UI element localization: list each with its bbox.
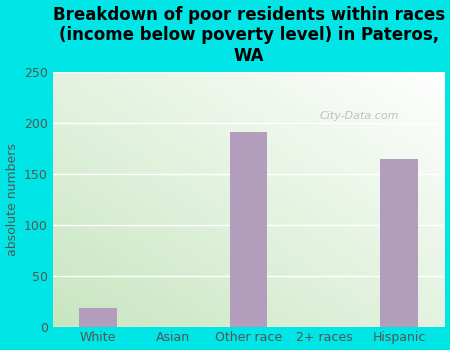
Bar xyxy=(380,159,418,327)
Bar xyxy=(79,308,117,327)
Text: City-Data.com: City-Data.com xyxy=(319,111,399,120)
Title: Breakdown of poor residents within races
(income below poverty level) in Pateros: Breakdown of poor residents within races… xyxy=(53,6,445,65)
Y-axis label: absolute numbers: absolute numbers xyxy=(5,143,18,256)
Bar xyxy=(230,132,267,327)
